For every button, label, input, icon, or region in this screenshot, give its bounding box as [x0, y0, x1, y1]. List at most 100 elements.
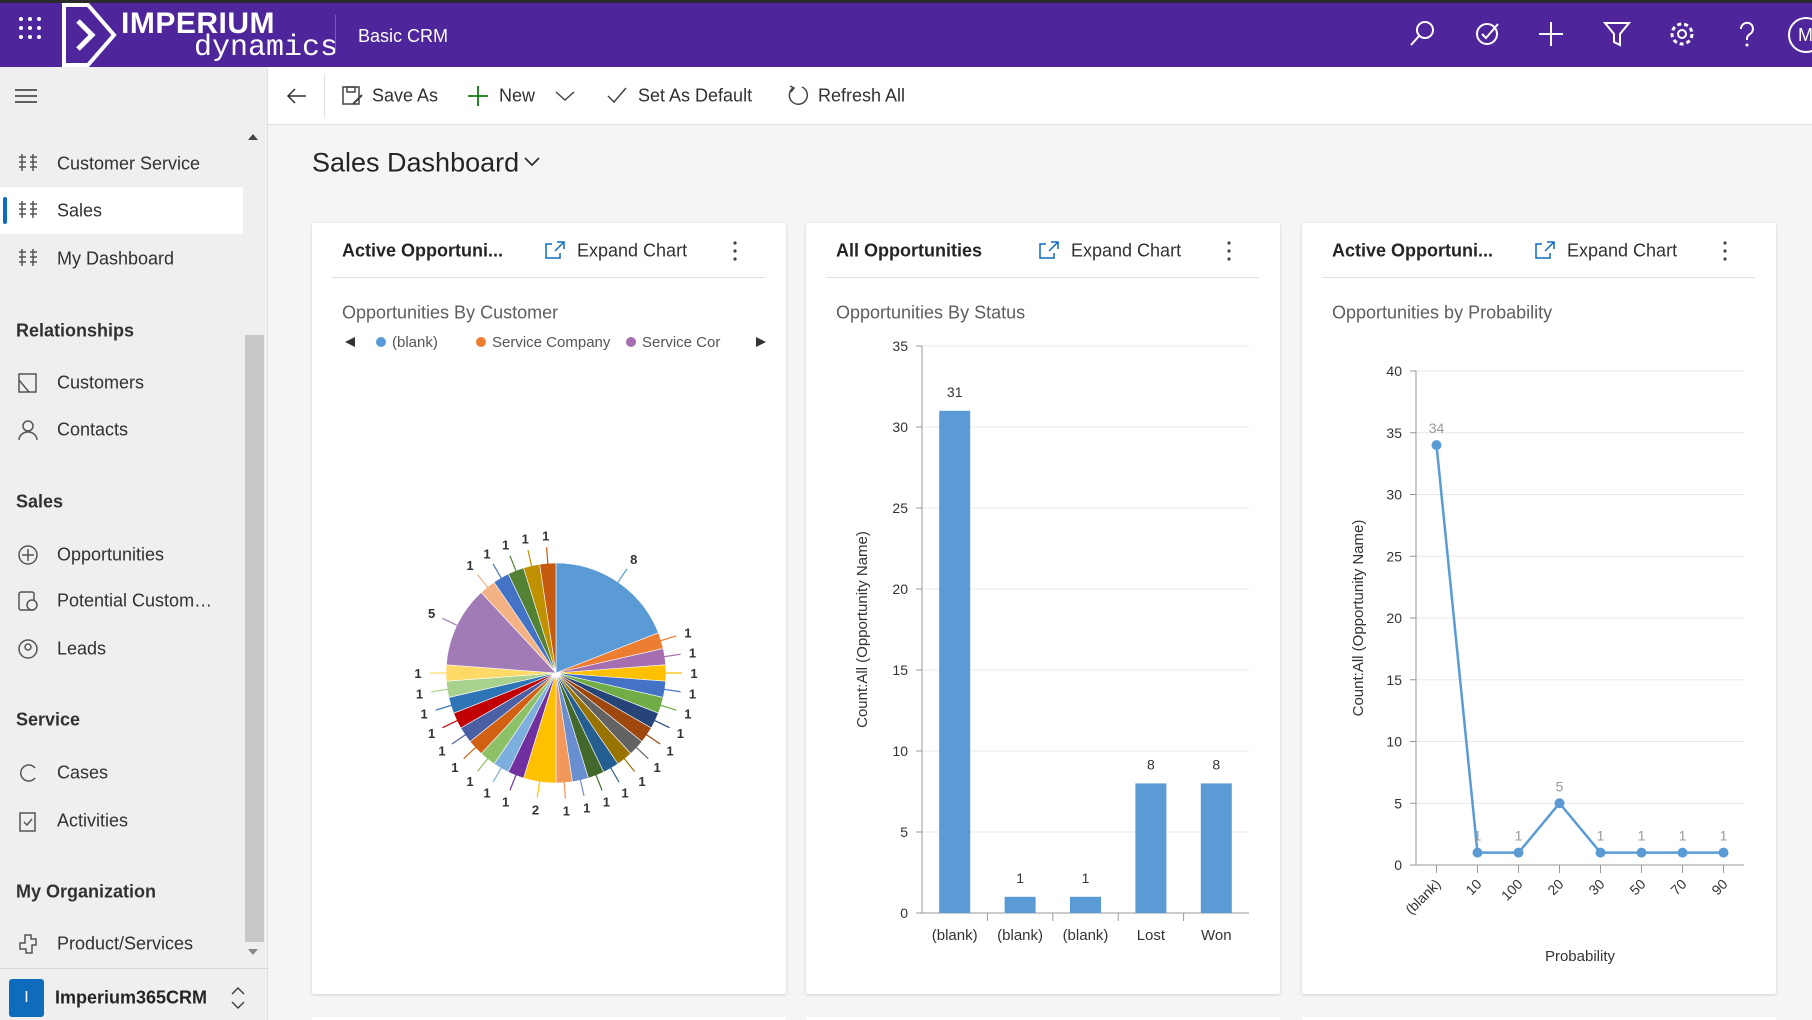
slice-label: 1: [542, 528, 549, 543]
scroll-up[interactable]: [247, 132, 259, 142]
nav-item[interactable]: Potential Custom…: [57, 590, 213, 611]
point-label: 1: [1638, 828, 1646, 844]
chart-title: Opportunities by Probability: [1332, 302, 1553, 323]
set-default-button[interactable]: Set As Default: [638, 85, 753, 106]
card-title: All Opportunities: [836, 240, 982, 261]
menu-toggle[interactable]: [15, 88, 39, 104]
more-menu[interactable]: [1720, 240, 1730, 262]
divider: [332, 277, 765, 278]
contacts-icon: [18, 420, 38, 441]
cases-icon: [20, 764, 36, 782]
x-tick-label: 30: [1585, 876, 1607, 898]
expand-chart[interactable]: Expand Chart: [577, 240, 688, 261]
top-bar: IMPERIUM dynamics Basic CRM M: [0, 0, 1812, 67]
expand-icon: [1535, 241, 1555, 259]
y-tick-label: 10: [892, 743, 908, 759]
app-name[interactable]: Basic CRM: [358, 26, 449, 46]
y-tick-label: 30: [1386, 487, 1402, 503]
y-tick-label: 0: [900, 905, 908, 921]
bar: [1135, 783, 1167, 913]
dashboard-chevron[interactable]: [523, 156, 541, 168]
add-icon[interactable]: [1536, 19, 1566, 49]
nav-item[interactable]: Sales: [57, 200, 103, 221]
leader-line: [545, 547, 549, 568]
line-point: [1718, 847, 1729, 858]
x-tick-label: Won: [1201, 927, 1232, 944]
point-label: 1: [1679, 828, 1687, 844]
dashboard-icon: [19, 201, 37, 218]
nav-item[interactable]: Cases: [57, 762, 109, 783]
x-tick-label: Lost: [1137, 927, 1166, 944]
opportunities-icon: [18, 545, 38, 565]
avatar[interactable]: M: [1788, 17, 1812, 53]
leader-line: [579, 776, 585, 796]
y-axis-title: Count:All (Opportunity Name): [1350, 520, 1367, 717]
y-tick-label: 35: [1386, 425, 1402, 441]
y-tick-label: 15: [892, 662, 908, 678]
back-button[interactable]: [286, 86, 308, 106]
more-menu[interactable]: [730, 240, 740, 262]
leader-line: [657, 635, 677, 643]
sidebar: Customer Service Sales My Dashboard Rela…: [0, 67, 268, 1020]
scroll-down[interactable]: [247, 947, 259, 957]
default-icon: [607, 87, 627, 104]
bar-value-label: 1: [1016, 870, 1024, 886]
help-icon[interactable]: [1732, 19, 1762, 49]
nav-item[interactable]: Customer Service: [57, 153, 201, 174]
more-menu[interactable]: [1224, 240, 1234, 262]
leader-line: [435, 703, 455, 711]
next-card: [806, 1017, 1280, 1020]
area-switcher[interactable]: Imperium365CRM: [55, 987, 208, 1008]
new-button[interactable]: New: [499, 85, 536, 106]
potential-icon: [18, 591, 38, 611]
leader-line: [476, 755, 491, 772]
save-as-button[interactable]: Save As: [372, 85, 439, 106]
line-point: [1677, 847, 1688, 858]
nav-item[interactable]: Opportunities: [57, 544, 165, 565]
nav-item[interactable]: Activities: [57, 810, 129, 831]
expand-chart[interactable]: Expand Chart: [1071, 240, 1182, 261]
scrollbar-thumb[interactable]: [245, 335, 264, 942]
settings-icon[interactable]: [1667, 19, 1697, 49]
nav-item[interactable]: Product/Services: [57, 933, 194, 954]
nav-item[interactable]: Customers: [57, 372, 145, 393]
leader-line: [509, 555, 518, 575]
refresh-button[interactable]: Refresh All: [818, 85, 906, 106]
app-launcher[interactable]: [18, 16, 42, 40]
card-title: Active Opportuni...: [342, 240, 504, 261]
line-point: [1595, 847, 1606, 858]
y-tick-label: 15: [1386, 672, 1402, 688]
nav-item[interactable]: My Dashboard: [57, 248, 175, 269]
y-tick-label: 40: [1386, 363, 1402, 379]
divider: [826, 277, 1259, 278]
search-icon[interactable]: [1408, 19, 1438, 49]
nav-item[interactable]: Contacts: [57, 419, 129, 440]
line-point: [1554, 798, 1565, 809]
nav-item[interactable]: Leads: [57, 638, 107, 659]
point-label: 1: [1597, 828, 1605, 844]
y-tick-label: 20: [892, 581, 908, 597]
line-point: [1472, 847, 1483, 858]
area-chevrons[interactable]: [229, 985, 247, 1011]
x-tick-label: 20: [1544, 876, 1566, 898]
filter-icon[interactable]: [1602, 19, 1632, 49]
task-icon[interactable]: [1473, 19, 1503, 49]
legend-label: (blank): [392, 334, 438, 351]
legend-label: Service Company: [492, 334, 611, 351]
slice-label: 1: [466, 774, 473, 789]
bar-value-label: 31: [947, 384, 963, 400]
divider: [1322, 277, 1755, 278]
slice-label: 1: [684, 707, 691, 722]
new-dropdown[interactable]: [554, 89, 576, 103]
bar-value-label: 1: [1082, 870, 1090, 886]
new-icon: [468, 86, 488, 106]
logo-top: IMPERIUM: [121, 7, 275, 40]
slice-label: 1: [428, 726, 435, 741]
dashboard-icon: [19, 154, 37, 171]
dashboard-title[interactable]: Sales Dashboard: [312, 147, 520, 178]
divider: [335, 15, 336, 53]
expand-chart[interactable]: Expand Chart: [1567, 240, 1678, 261]
